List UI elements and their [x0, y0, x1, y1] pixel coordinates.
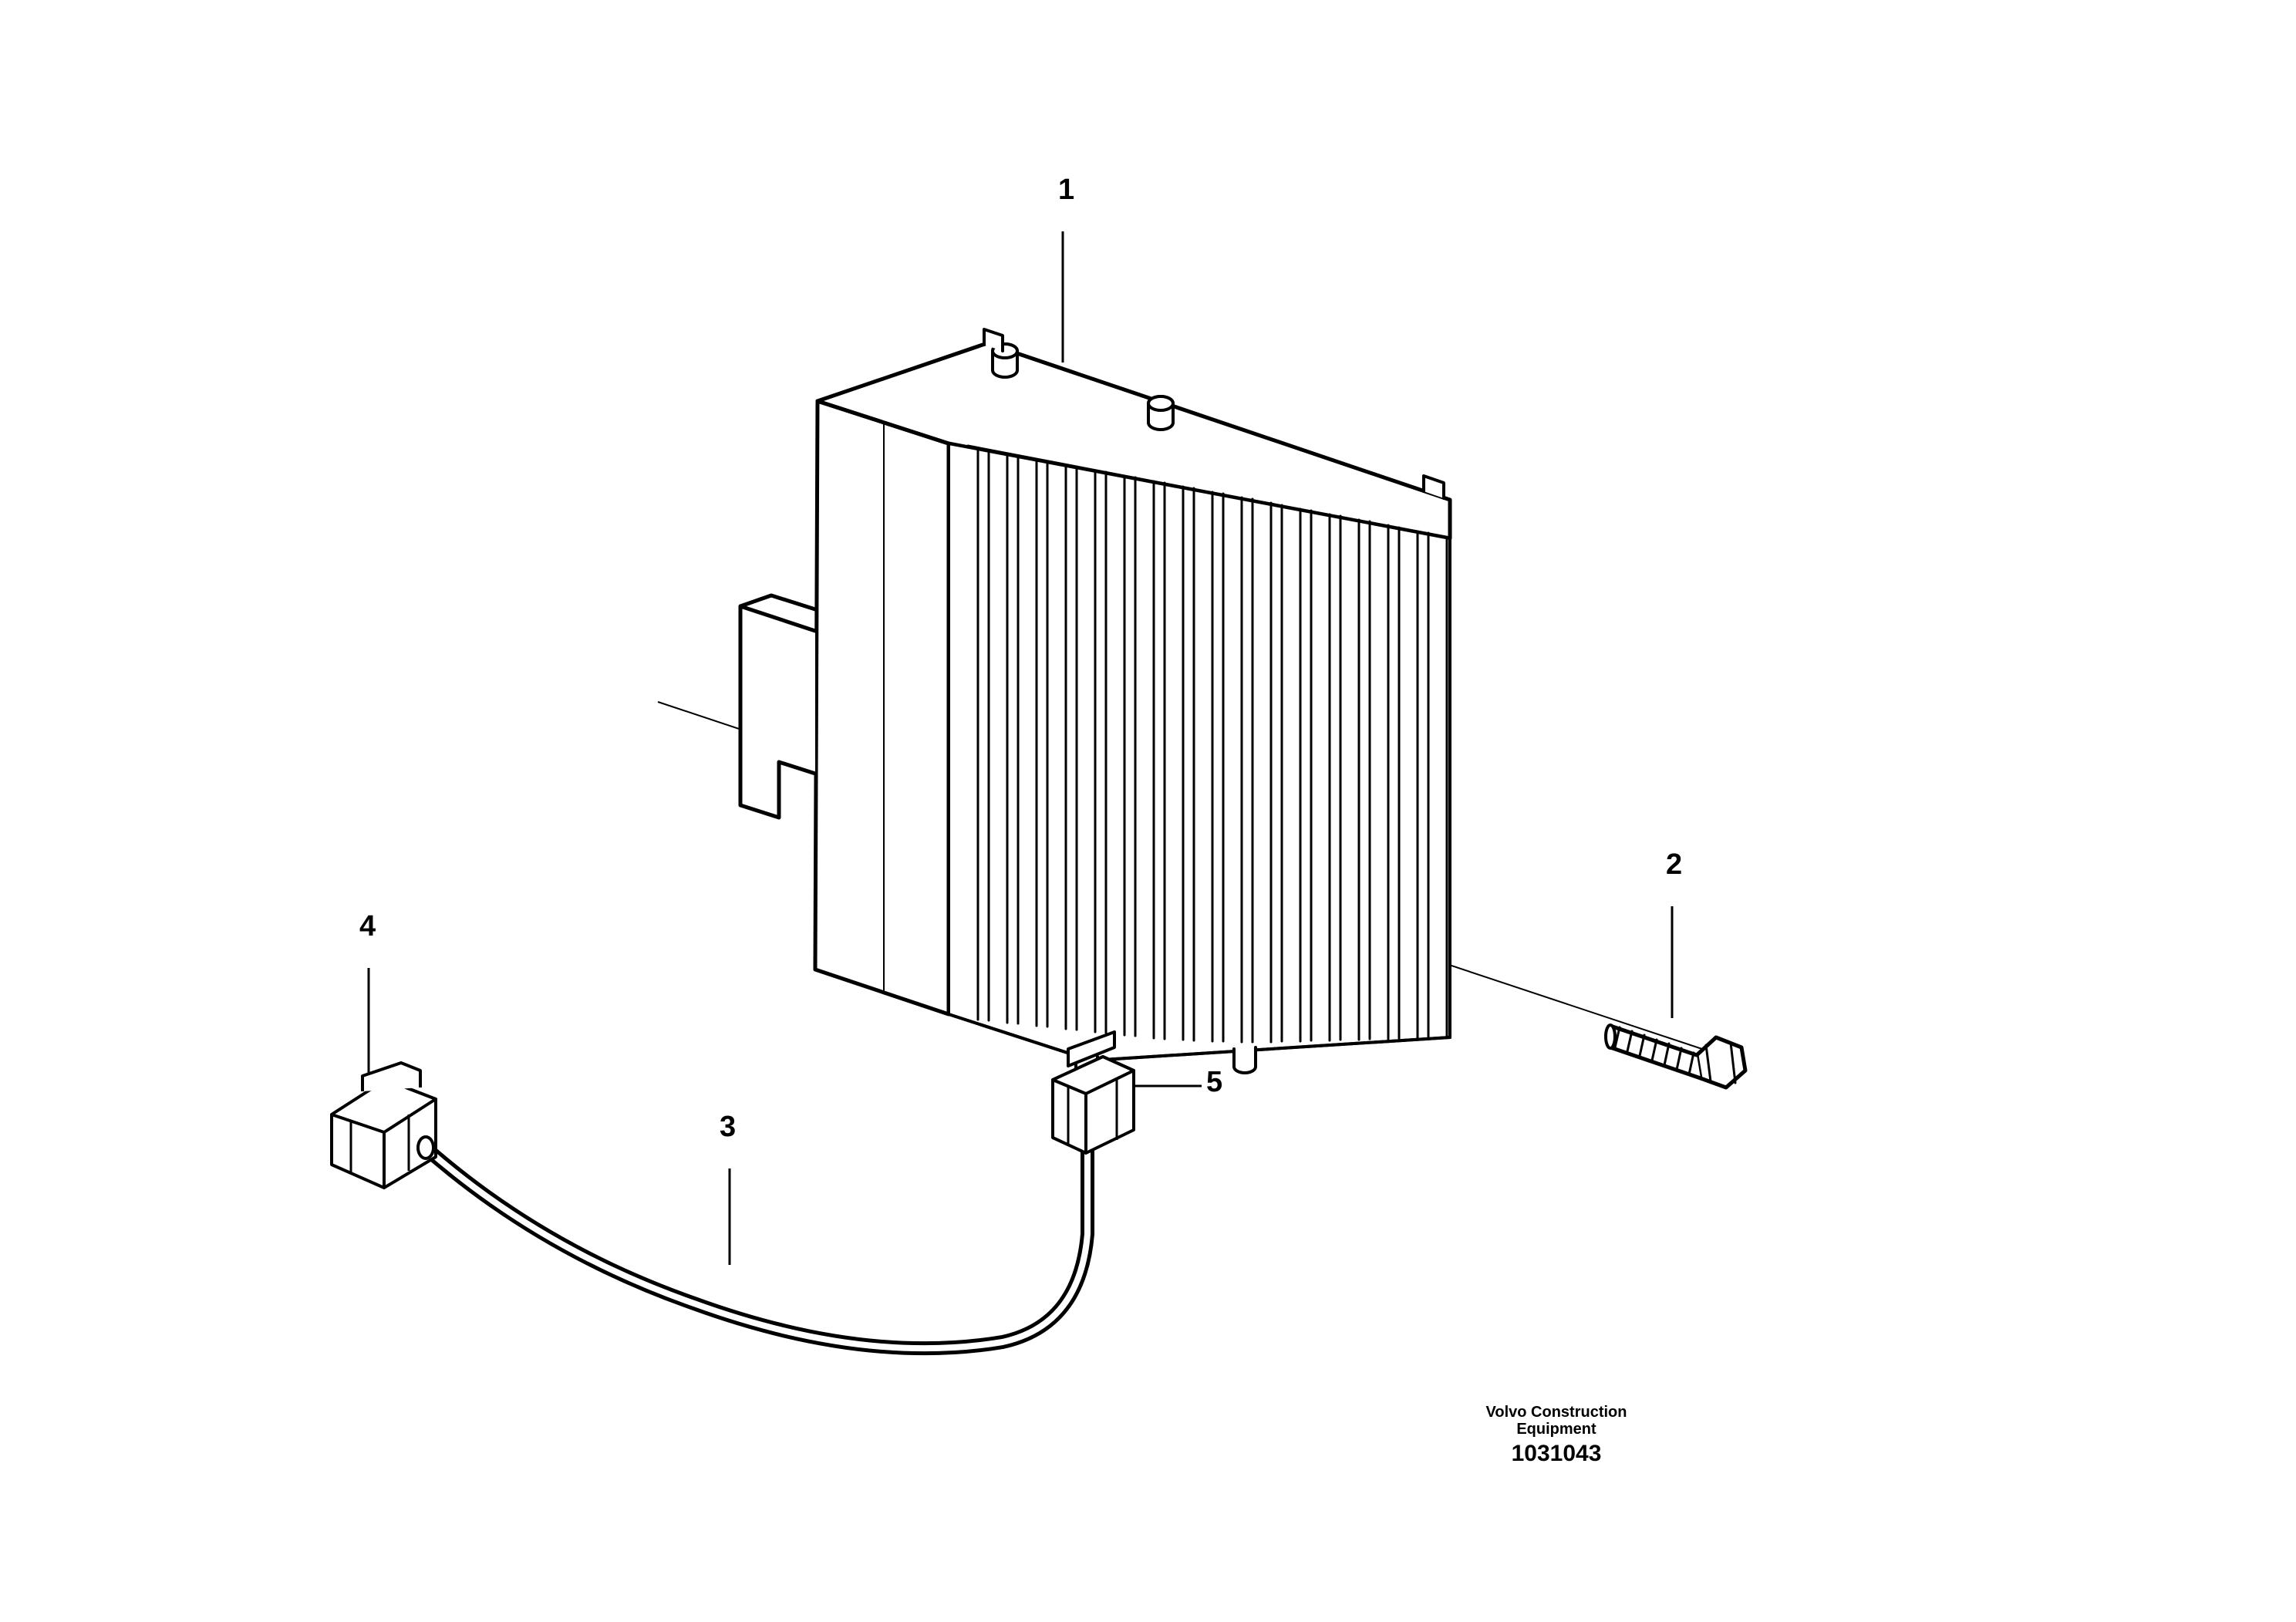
callout-2: 2 [1666, 848, 1682, 882]
technical-drawing-svg [0, 0, 2296, 1622]
hex-bolt [1606, 1025, 1745, 1088]
diagram-canvas: 1 2 3 4 5 Volvo Construction Equipment 1… [0, 0, 2296, 1622]
callout-1: 1 [1058, 174, 1074, 207]
cable-harness [423, 1138, 1087, 1348]
callout-5: 5 [1206, 1066, 1222, 1099]
ecu-heatsink [740, 329, 1450, 1082]
footer-brand-line2: Equipment [1456, 1421, 1657, 1438]
callout-3: 3 [720, 1111, 736, 1144]
footer-brand-line1: Volvo Construction [1456, 1404, 1657, 1421]
connector-left [332, 1063, 436, 1188]
footer-block: Volvo Construction Equipment 1031043 [1456, 1404, 1657, 1467]
footer-doc-id: 1031043 [1456, 1441, 1657, 1467]
callout-4: 4 [359, 910, 376, 943]
